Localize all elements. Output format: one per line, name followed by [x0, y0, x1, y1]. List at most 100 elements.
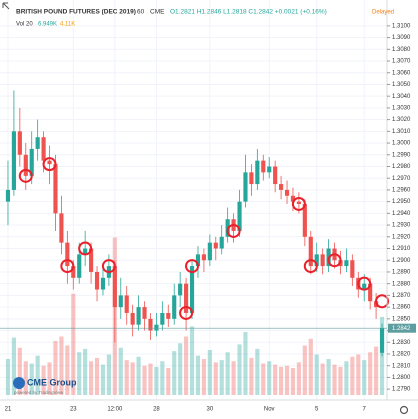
y-tick-label: 1.3100	[392, 23, 411, 29]
volume-bar	[279, 366, 284, 395]
volume-bar	[302, 345, 307, 395]
volume-bar	[225, 352, 230, 395]
volume-bar	[356, 354, 361, 395]
volume-bar	[77, 352, 82, 395]
axes: 1.27901.28001.28101.28201.28301.28401.28…	[0, 23, 416, 413]
candle-body	[178, 283, 183, 296]
candle-body	[290, 195, 296, 202]
exchange: CME	[150, 9, 165, 16]
volume-bar	[124, 360, 129, 395]
y-tick-label: 1.2860	[392, 305, 411, 311]
candle-body	[219, 236, 224, 249]
volume-bar	[160, 361, 165, 395]
candle-body	[41, 137, 46, 161]
y-tick-label: 1.2900	[392, 258, 411, 264]
status: Delayed	[372, 10, 394, 16]
volume-bar	[5, 359, 11, 395]
marker-layer	[18, 157, 390, 320]
volume-bar	[338, 366, 343, 395]
y-tick-label: 1.2960	[392, 188, 411, 194]
candle-body	[148, 318, 153, 331]
y-tick-label: 1.3010	[392, 129, 411, 135]
candle-body	[261, 160, 266, 173]
volume-bar	[100, 364, 106, 395]
marker	[18, 168, 33, 183]
watermark: CME Group	[27, 377, 77, 387]
volume-bar	[154, 366, 159, 395]
candle-body	[368, 283, 373, 302]
volume-bar	[314, 354, 319, 395]
candle-body	[308, 236, 313, 267]
candle-body	[5, 189, 11, 202]
volume-bar	[308, 338, 313, 395]
x-tick-label: 5	[315, 407, 319, 413]
volume-label: Vol 20	[16, 22, 33, 28]
y-tick-label: 1.3020	[392, 117, 411, 123]
y-tick-label: 1.2930	[392, 223, 411, 229]
candle-body	[124, 295, 129, 313]
candle-body	[53, 164, 58, 214]
candle-body	[130, 312, 135, 325]
candle-body	[249, 172, 254, 185]
volume-bar	[243, 332, 248, 395]
y-tick-label: 1.2810	[392, 363, 411, 369]
y-tick-label: 1.2820	[392, 352, 411, 358]
candle-body	[213, 242, 218, 249]
volume-bar	[261, 363, 266, 395]
volume-bar	[65, 345, 70, 395]
volume-bar	[94, 357, 100, 395]
volume-bar	[148, 363, 153, 395]
volume-bar	[368, 352, 373, 395]
marker	[291, 196, 306, 211]
volume-bar	[29, 363, 34, 395]
volume-bar	[53, 341, 58, 395]
y-tick-label: 1.2910	[392, 246, 411, 252]
marker	[357, 276, 372, 291]
volume-bar	[83, 348, 88, 395]
marker	[327, 253, 342, 268]
y-tick-label: 1.3070	[392, 59, 411, 65]
candle-body	[47, 160, 52, 165]
volume-bar	[130, 362, 135, 395]
y-tick-label: 1.2950	[392, 199, 411, 205]
volume-bar	[118, 347, 123, 395]
volume-bar	[213, 362, 218, 395]
candle-body	[314, 254, 319, 267]
volume-bar	[284, 365, 290, 395]
volume-bar	[142, 365, 147, 395]
interval: 60	[137, 9, 145, 16]
volume-bar	[249, 357, 254, 395]
volume-bar	[136, 356, 141, 395]
volume-bar	[207, 350, 212, 395]
candle-body	[379, 328, 385, 353]
marker	[101, 259, 116, 274]
candle-body	[344, 260, 349, 267]
candle-body	[243, 172, 248, 202]
candle-body	[136, 307, 141, 325]
volume-bar	[267, 361, 272, 395]
volume-bar	[41, 365, 46, 395]
candle-body	[296, 201, 301, 204]
candle-body	[11, 131, 16, 190]
volume-bar	[35, 355, 40, 395]
volume-bar	[201, 359, 206, 395]
candle-body	[279, 184, 284, 190]
candle-body	[160, 312, 165, 325]
candle-body	[89, 248, 94, 272]
candle-body	[112, 266, 117, 308]
collapse-icon[interactable]	[2, 2, 10, 10]
settings-icon[interactable]	[399, 405, 409, 415]
candle-body	[100, 277, 106, 290]
volume-bar	[320, 363, 325, 395]
candle-body	[195, 254, 201, 267]
y-tick-label: 1.2920	[392, 234, 411, 240]
y-tick-label: 1.3060	[392, 70, 411, 76]
x-tick-label: 30	[207, 407, 214, 413]
x-tick-label: 23	[70, 407, 77, 413]
volume-bar	[195, 355, 201, 395]
volume-bar	[59, 336, 64, 395]
candle-layer	[5, 90, 385, 357]
candle-body	[184, 283, 189, 313]
